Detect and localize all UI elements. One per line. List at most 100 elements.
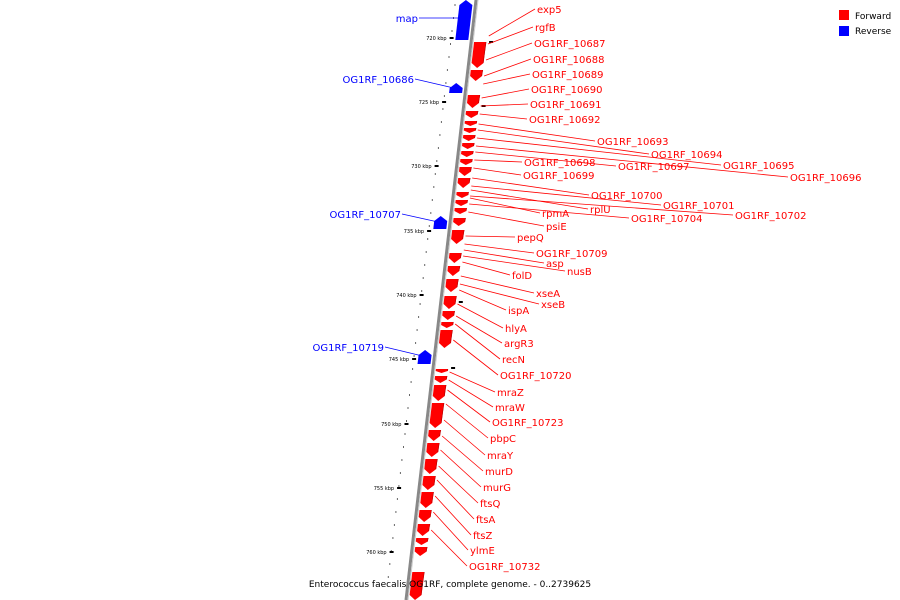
label-leader-line [475, 151, 617, 167]
forward-gene-block [418, 510, 432, 522]
label-leader-line [473, 167, 522, 176]
label-leader-line [455, 315, 503, 344]
scale-dot [410, 381, 412, 383]
scale-tick [434, 165, 439, 167]
forward-gene-block [442, 311, 455, 320]
forward-gene-label: hlyA [505, 324, 527, 335]
scale-tick-label: 730 kbp [411, 164, 431, 170]
scale-dot [437, 147, 439, 149]
forward-gene-label: OG1RF_10698 [524, 158, 596, 169]
block-edge [467, 191, 469, 196]
scale-tick-label: 725 kbp [419, 100, 439, 106]
scale-dot [442, 108, 444, 110]
forward-gene-label: OG1RF_10701 [663, 201, 735, 212]
forward-gene-label: rgfB [535, 23, 556, 34]
scale-tick [404, 423, 409, 425]
label-leader-line [443, 419, 486, 456]
block-edge [439, 429, 442, 437]
forward-gene-label: OG1RF_10700 [591, 191, 663, 202]
scale-dot [448, 56, 450, 58]
forward-gene-label: asp [546, 259, 564, 270]
forward-gene-label: OG1RF_10693 [597, 137, 669, 148]
scale-dot [389, 563, 391, 565]
scale-tick-label: 760 kbp [366, 550, 386, 556]
reverse-swatch [839, 26, 849, 36]
scale-dot [451, 30, 453, 32]
block-edge [425, 546, 428, 552]
label-leader-line [483, 58, 532, 77]
forward-gene-block [451, 230, 465, 244]
scale-tick-label: 745 kbp [389, 357, 409, 363]
forward-gene-label: OG1RF_10702 [735, 211, 807, 222]
genome-caption: Enterococcus faecalis OG1RF, complete ge… [309, 580, 591, 590]
scale-dot [419, 303, 421, 305]
scale-tick [389, 551, 394, 553]
forward-gene-block [445, 279, 459, 292]
label-leader-line [469, 197, 541, 214]
scale-marker [489, 41, 494, 43]
label-leader-line [472, 177, 590, 196]
block-edge [464, 217, 466, 223]
reverse-gene-label: OG1RF_10686 [343, 75, 415, 86]
forward-gene-label: OG1RF_10720 [500, 371, 572, 382]
scale-dot [413, 355, 415, 357]
forward-gene-block [455, 200, 468, 206]
block-edge [420, 571, 425, 596]
forward-gene-block [439, 330, 453, 348]
scale-dot [425, 251, 427, 253]
legend: Forward Reverse [839, 10, 892, 37]
scale-tick-label: 755 kbp [374, 486, 394, 492]
block-edge [465, 207, 467, 212]
scale-dot [395, 511, 397, 513]
forward-swatch [839, 10, 849, 20]
scale-tick [397, 487, 402, 489]
forward-gene-block [447, 266, 460, 276]
label-leader-line [471, 185, 662, 206]
genome-backbone [404, 0, 479, 600]
block-edge [431, 491, 434, 504]
forward-gene-block [432, 385, 447, 401]
block-edge [454, 295, 457, 305]
legend-reverse-label: Reverse [855, 27, 892, 37]
scale-tick [419, 294, 424, 296]
scale-dot [403, 446, 404, 448]
scale-dot [445, 82, 447, 84]
block-edge [468, 177, 471, 184]
label-leader-line [459, 283, 540, 305]
block-edge [450, 329, 453, 344]
block-edge [481, 69, 484, 77]
forward-gene-label: ftsA [476, 515, 495, 526]
forward-gene-label: OG1RF_10687 [534, 39, 606, 50]
block-edge [443, 384, 447, 397]
block-edge [474, 134, 476, 139]
scale-dot [454, 4, 456, 6]
reverse-gene-label: OG1RF_10707 [330, 210, 402, 221]
scale-dot [401, 459, 403, 461]
scale-dot [433, 186, 435, 188]
forward-gene-block [434, 376, 448, 383]
scale-dot [440, 121, 442, 123]
scale-dot [393, 524, 395, 526]
forward-gene-block [463, 128, 477, 133]
forward-gene-label: murG [483, 483, 511, 494]
scale-dot [392, 537, 394, 539]
reverse-gene-blocks [417, 0, 473, 364]
scale-dot [387, 576, 389, 578]
scale-dot [446, 69, 448, 71]
scale-dot [430, 212, 432, 214]
scale-dot [436, 160, 438, 162]
scale-tick [449, 37, 454, 39]
scale-axis: 720 kbp 725 kbp 730 kbp 735 kbp 740 kbp 745 k… [366, 4, 456, 578]
forward-gene-block [435, 369, 448, 373]
forward-gene-block [414, 547, 428, 556]
scale-tick [442, 101, 447, 103]
scale-dot [427, 238, 429, 240]
forward-gene-label: ylmE [470, 546, 495, 557]
forward-gene-block [459, 167, 472, 176]
block-edge [453, 310, 455, 316]
scale-dot [399, 472, 401, 474]
label-leader-line [478, 123, 596, 142]
forward-gene-label: pbpC [490, 434, 516, 445]
forward-gene-label: OG1RF_10699 [523, 171, 595, 182]
